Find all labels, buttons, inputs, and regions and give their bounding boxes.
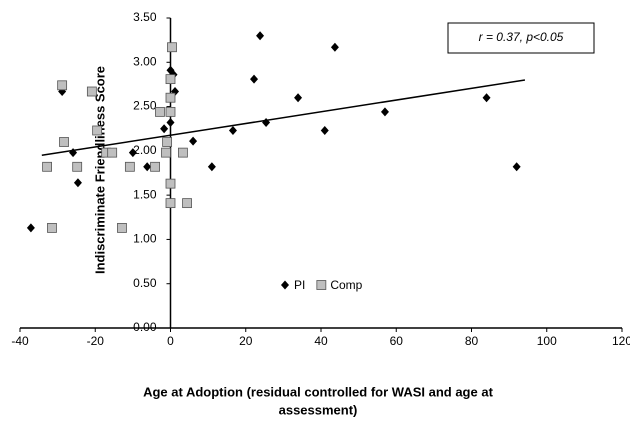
y-tick-label: 2.50	[133, 99, 157, 113]
point	[26, 223, 35, 233]
x-tick-label: 100	[537, 334, 557, 348]
point	[178, 147, 188, 158]
y-tick-label: 1.50	[133, 187, 157, 201]
legend-marker	[316, 280, 327, 290]
x-tick-label: 80	[465, 334, 479, 348]
point	[150, 161, 160, 172]
x-tick-label: 20	[239, 334, 253, 348]
point	[207, 162, 216, 172]
point	[320, 125, 329, 135]
point	[165, 92, 176, 103]
annotation-box	[447, 22, 595, 54]
point	[160, 124, 169, 134]
y-axis-title: Indiscriminate Friendliness Score	[92, 66, 107, 274]
point	[107, 147, 118, 158]
y-tick-label: 0.50	[133, 276, 157, 290]
y-tick-label: 2.00	[133, 143, 157, 157]
x-tick-label: 40	[314, 334, 328, 348]
y-tick-label: 0.00	[133, 320, 157, 334]
point	[92, 125, 103, 136]
x-tick-label: 120	[612, 334, 630, 348]
point	[256, 31, 265, 41]
point	[165, 198, 176, 209]
point	[182, 198, 192, 209]
point	[86, 86, 97, 97]
point	[166, 118, 175, 128]
point	[47, 223, 57, 233]
point	[189, 136, 198, 146]
y-tick-label: 3.00	[133, 54, 157, 68]
annotation: r = 0.37, p<0.05	[479, 30, 564, 44]
point	[228, 125, 237, 135]
point	[512, 162, 521, 172]
y-tick-label: 1.00	[133, 232, 157, 246]
x-tick-label: 0	[167, 334, 174, 348]
point	[143, 162, 152, 172]
point	[380, 107, 389, 117]
x-tick-label: 60	[390, 334, 404, 348]
x-axis-title: Age at Adoption (residual controlled for…	[143, 384, 493, 399]
point	[117, 223, 127, 233]
point	[57, 80, 68, 91]
x-tick-label: -20	[87, 334, 105, 348]
legend-label: PI	[294, 278, 305, 292]
point	[42, 161, 52, 172]
point	[165, 178, 176, 189]
point	[155, 106, 165, 117]
point	[250, 74, 259, 84]
point	[72, 161, 83, 172]
point	[59, 137, 69, 147]
point	[294, 93, 303, 103]
x-tick-label: -40	[11, 334, 29, 348]
point	[128, 148, 137, 158]
legend-marker	[281, 280, 289, 290]
y-tick-label: 3.50	[133, 10, 157, 24]
trend-line	[41, 79, 526, 157]
legend-label: Comp	[330, 278, 362, 292]
point	[73, 178, 82, 188]
point	[482, 93, 491, 103]
point	[165, 74, 176, 85]
point	[167, 42, 177, 53]
point	[165, 106, 176, 117]
point	[162, 137, 173, 147]
point	[69, 148, 78, 158]
point	[161, 147, 171, 158]
point	[330, 42, 339, 52]
x-axis-title: assessment)	[279, 402, 358, 417]
point	[124, 161, 135, 172]
point	[262, 118, 271, 128]
